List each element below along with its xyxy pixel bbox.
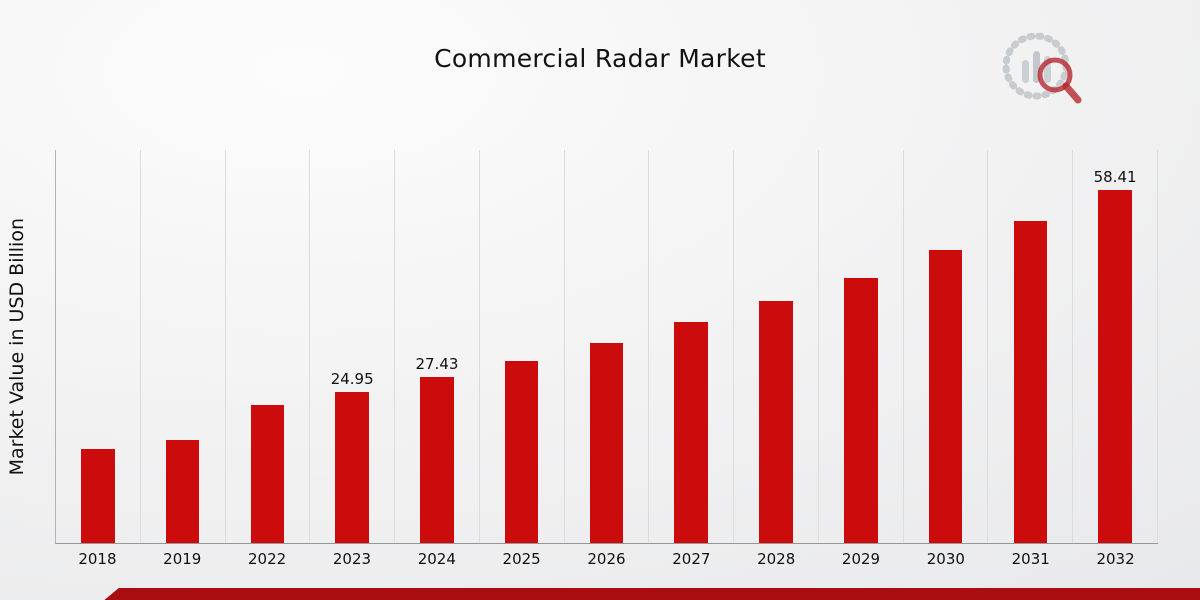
x-tick-2023: 2023: [332, 550, 372, 568]
y-axis-label: Market Value in USD Billion: [6, 218, 28, 476]
bar-2022: [250, 404, 285, 543]
bar-cell-2023: 24.95: [309, 150, 394, 543]
x-tick-2022: 2022: [248, 550, 287, 568]
plot-area: 24.95 27.43 58.41: [55, 150, 1158, 544]
bar-2028: [759, 301, 793, 543]
bar-2026: [589, 343, 624, 543]
bar-cell-2022: [224, 150, 310, 543]
bar-cell-2030: [902, 150, 988, 543]
x-tick-2019: 2019: [163, 550, 202, 568]
x-tick-2030: 2030: [926, 550, 965, 568]
brand-logo: [992, 26, 1092, 114]
bar-cell-2032: 58.41: [1072, 150, 1158, 543]
chart-title: Commercial Radar Market: [434, 44, 766, 73]
bar-cell-2024: 27.43: [394, 150, 479, 543]
bar-2019: [165, 439, 200, 543]
x-tick-2032: 2032: [1096, 550, 1135, 568]
bar-cell-2031: [987, 150, 1072, 543]
x-tick-2028: 2028: [757, 550, 796, 568]
bar-2029: [844, 278, 878, 543]
bar-2018: [81, 448, 115, 543]
bar-cell-2019: [139, 150, 225, 543]
bar-2023: [335, 392, 369, 543]
bar-2031: [1013, 221, 1048, 543]
bar-cell-2026: [563, 150, 649, 543]
bar-value-label-2024: 27.43: [415, 355, 459, 374]
bar-value-label-2023: 24.95: [330, 370, 374, 389]
bar-cell-2027: [648, 150, 733, 543]
bar-2025: [504, 361, 539, 543]
x-tick-2024: 2024: [417, 550, 456, 568]
bar-cell-2028: [733, 150, 818, 543]
bar-cell-2029: [817, 150, 903, 543]
x-tick-2025: 2025: [502, 550, 541, 568]
bar-cell-2025: [478, 150, 564, 543]
brand-logo-icon: [1002, 32, 1082, 104]
x-tick-2027: 2027: [672, 550, 711, 568]
bar-2024: [420, 377, 454, 543]
bar-value-label-2032: 58.41: [1093, 167, 1137, 186]
bottom-accent-bar: [104, 588, 1200, 600]
y-axis-label-wrap: Market Value in USD Billion: [6, 150, 28, 544]
x-tick-2031: 2031: [1011, 550, 1050, 568]
bar-2027: [674, 321, 708, 543]
bar-cell-2018: [56, 150, 140, 543]
bar-2030: [928, 250, 963, 543]
bar-2032: [1098, 189, 1132, 543]
x-tick-2029: 2029: [841, 550, 881, 568]
x-tick-2026: 2026: [587, 550, 626, 568]
x-tick-2018: 2018: [78, 550, 117, 568]
x-axis-ticks: 2018 2019 2022 2023 2024 2025 2026 2027 2028 2029…: [55, 550, 1158, 572]
